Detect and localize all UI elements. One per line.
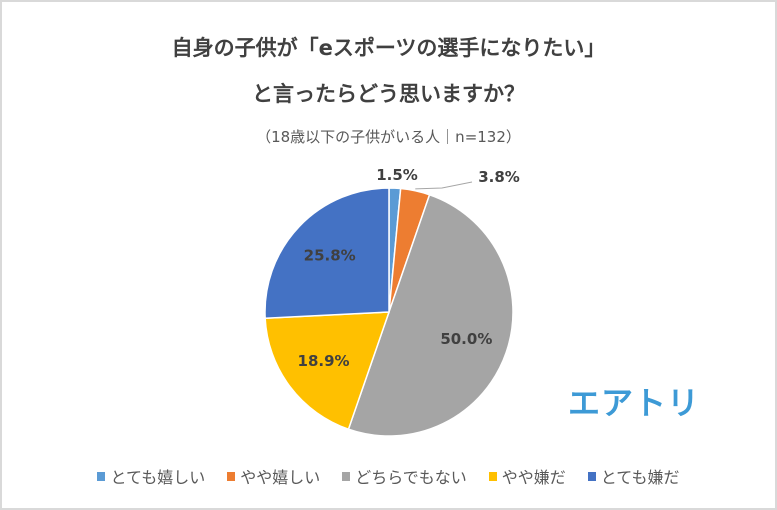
- legend-swatch: [488, 471, 497, 481]
- legend: とても嬉しい やや嬉しい どちらでもない やや嫌だ とても嫌だ: [2, 464, 775, 488]
- legend-label: やや嫌だ: [501, 468, 566, 487]
- legend-swatch: [342, 471, 351, 481]
- legend-item: やや嬉しい: [227, 464, 320, 488]
- airtrip-logo: エアトリ: [568, 384, 701, 422]
- legend-item: やや嫌だ: [488, 464, 566, 488]
- legend-label: とても嫌だ: [600, 468, 680, 487]
- legend-label: とても嬉しい: [110, 468, 206, 487]
- legend-swatch: [587, 471, 596, 481]
- pie-slice-4: [264, 187, 390, 320]
- data-label: 50.0%: [440, 330, 492, 348]
- pie-slice-2: [347, 193, 514, 437]
- chart-title-line2: と言ったらどう思いますか？: [252, 82, 525, 106]
- legend-swatch: [97, 471, 106, 481]
- leader-line: [415, 181, 473, 190]
- chart-title-line1: 自身の子供が「eスポーツの選手になりたい」: [171, 36, 606, 60]
- pie-slice-3: [264, 311, 391, 431]
- legend-swatch: [227, 471, 236, 481]
- data-label: 3.8%: [478, 168, 520, 186]
- legend-item: とても嫌だ: [587, 464, 680, 488]
- legend-label: どちらでもない: [355, 468, 467, 487]
- legend-item: どちらでもない: [342, 464, 467, 488]
- legend-item: とても嬉しい: [97, 464, 205, 488]
- data-label: 18.9%: [298, 352, 350, 370]
- data-label: 1.5%: [376, 166, 418, 184]
- chart-subtitle: （18歳以下の子供がいる人｜n=132）: [256, 128, 521, 146]
- data-label: 25.8%: [304, 247, 356, 265]
- legend-label: やや嬉しい: [240, 468, 321, 487]
